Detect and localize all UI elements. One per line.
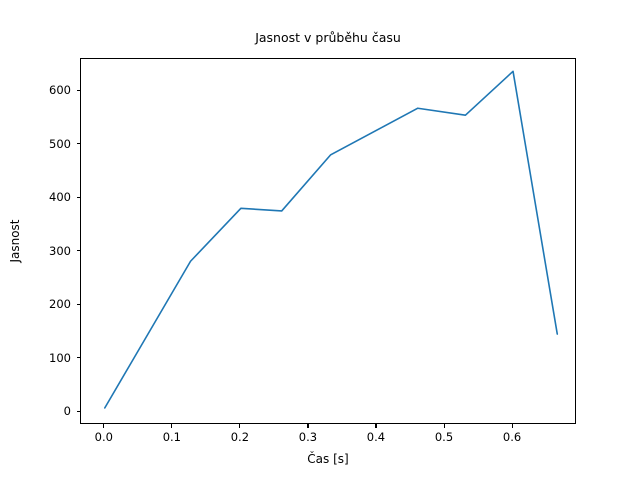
- x-axis-label: Čas [s]: [307, 452, 349, 466]
- y-tick-label: 300: [49, 243, 71, 258]
- x-tick-mark: [375, 424, 377, 428]
- y-tick-label: 500: [49, 136, 71, 151]
- x-tick-mark: [511, 424, 513, 428]
- x-tick-mark: [307, 424, 309, 428]
- x-tick-label: 0.1: [162, 430, 181, 444]
- y-tick-label: 400: [49, 190, 71, 205]
- y-tick-mark: [76, 89, 80, 91]
- x-tick-label: 0.0: [94, 430, 113, 444]
- x-tick-mark: [103, 424, 105, 428]
- data-series-line: [104, 70, 559, 409]
- x-tick-mark: [171, 424, 173, 428]
- plot-canvas: [104, 70, 559, 409]
- y-tick-label: 100: [49, 350, 71, 365]
- x-tick-label: 0.2: [230, 430, 250, 444]
- plot-area: [80, 58, 576, 424]
- y-tick-label: 600: [49, 83, 71, 98]
- y-tick-mark: [76, 410, 80, 412]
- x-tick-mark: [239, 424, 241, 428]
- y-tick-mark: [76, 250, 80, 252]
- x-tick-label: 0.4: [366, 430, 386, 444]
- chart-title: Jasnost v průběhu času: [255, 30, 401, 45]
- y-tick-label: 200: [49, 297, 71, 312]
- x-tick-label: 0.3: [298, 430, 318, 444]
- y-tick-mark: [76, 303, 80, 305]
- x-tick-label: 0.6: [502, 430, 522, 444]
- y-tick-mark: [76, 357, 80, 359]
- x-tick-label: 0.5: [434, 430, 454, 444]
- y-tick-label: 0: [63, 404, 71, 419]
- y-tick-mark: [76, 143, 80, 145]
- y-tick-mark: [76, 196, 80, 198]
- x-tick-mark: [443, 424, 445, 428]
